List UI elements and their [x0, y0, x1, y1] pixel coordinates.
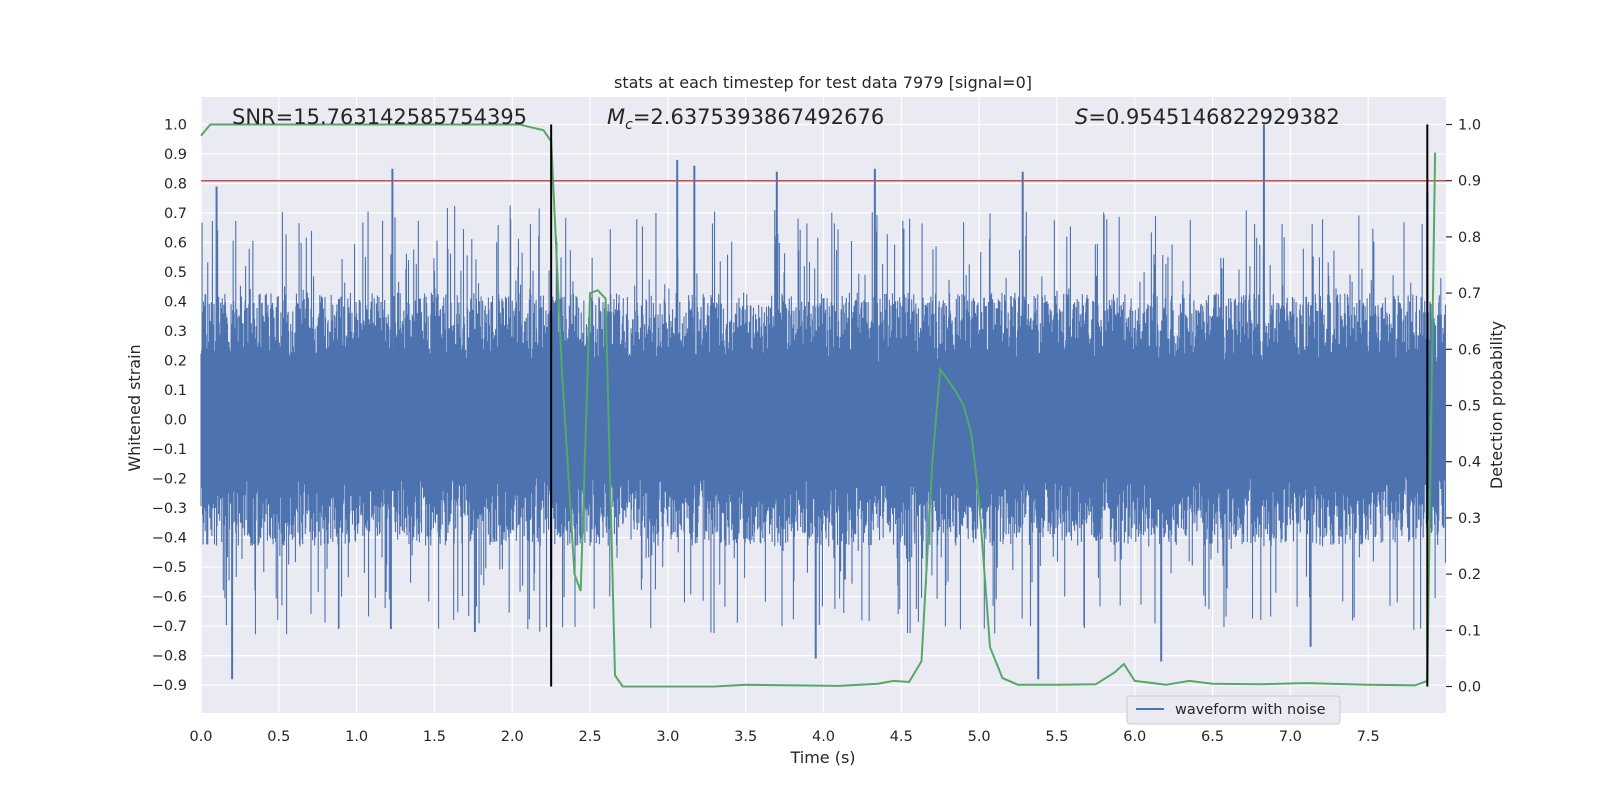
y-tick-label-right: 0.1 [1458, 623, 1481, 639]
y-tick-label-left: 0.8 [164, 177, 187, 193]
snr-annotation: SNR=15.763142585754395 [232, 105, 527, 129]
y-tick-label-right: 0.2 [1458, 567, 1481, 583]
y-tick-label-left: 0.7 [164, 206, 187, 222]
x-tick-label: 4.0 [812, 729, 835, 745]
y-tick-label-left: 0.4 [164, 295, 187, 311]
y-axis-label-left: Whitened strain [125, 344, 144, 471]
y-tick-label-left: −0.1 [152, 442, 187, 458]
y-tick-label-right: 0.9 [1458, 174, 1481, 190]
y-tick-label-left: 0.2 [164, 354, 187, 370]
y-tick-label-left: −0.8 [152, 649, 187, 665]
x-axis-label: Time (s) [789, 748, 855, 767]
probability-line [200, 123, 1437, 688]
x-tick-label: 2.5 [579, 729, 602, 745]
mc-value: =2.6375393867492676 [633, 105, 884, 129]
x-tick-label: 7.0 [1279, 729, 1302, 745]
s-annotation: S=0.9545146822929382 [1075, 105, 1340, 129]
vertical-markers [550, 124, 1429, 687]
x-tick-label: 5.5 [1045, 729, 1068, 745]
y-tick-label-left: 0.5 [164, 265, 187, 281]
y-tick-label-left: −0.6 [152, 590, 187, 606]
y-tick-label-left: 0.9 [164, 147, 187, 163]
y-tick-label-left: 0.1 [164, 383, 187, 399]
x-tick-label: 6.5 [1201, 729, 1224, 745]
x-tick-label: 0.5 [267, 729, 290, 745]
y-tick-label-right: 0.5 [1458, 399, 1481, 415]
y-tick-label-left: 1.0 [164, 118, 187, 134]
y-tick-label-left: 0.6 [164, 236, 187, 252]
y-tick-label-left: −0.5 [152, 560, 187, 576]
probability-line-group [200, 123, 1437, 688]
x-tick-label: 4.5 [890, 729, 913, 745]
x-tick-label: 3.0 [656, 729, 679, 745]
legend-label: waveform with noise [1175, 702, 1326, 718]
y-tick-label-right: 0.0 [1458, 680, 1481, 696]
noise-waveform [200, 124, 1447, 680]
y-tick-label-left: 0.3 [164, 324, 187, 340]
y-tick-label-left: −0.9 [152, 678, 187, 694]
y-tick-label-left: −0.2 [152, 472, 187, 488]
y-tick-label-left: −0.7 [152, 619, 187, 635]
x-tick-label: 6.0 [1123, 729, 1146, 745]
x-tick-label: 1.5 [423, 729, 446, 745]
y-axis-label-right: Detection probability [1487, 321, 1506, 489]
y-tick-label-right: 0.7 [1458, 286, 1481, 302]
chart-title: stats at each timestep for test data 797… [614, 73, 1032, 92]
mc-symbol: M [607, 105, 625, 129]
chirp-mass-annotation: Mc=2.6375393867492676 [607, 105, 884, 133]
s-symbol: S [1075, 105, 1088, 129]
tick-labels: 0.0 0.5 1.0 1.5 2.0 2.5 3.0 3.5 4.0 4.5 5.0 5.5 6.0 6… [152, 118, 1481, 746]
x-tick-label: 0.0 [189, 729, 212, 745]
y-tick-label-left: 0.0 [164, 413, 187, 429]
x-tick-label: 1.0 [345, 729, 368, 745]
x-tick-label: 3.5 [734, 729, 757, 745]
x-tick-label: 5.0 [968, 729, 991, 745]
y-tick-label-right: 0.6 [1458, 342, 1481, 358]
y-tick-label-right: 0.4 [1458, 455, 1481, 471]
y-tick-label-right: 0.3 [1458, 511, 1481, 527]
noise-core [201, 362, 1446, 477]
y-tick-label-right: 0.8 [1458, 230, 1481, 246]
legend: waveform with noise [1126, 695, 1341, 725]
mc-subscript: c [625, 117, 633, 133]
legend-box [1126, 695, 1341, 725]
s-value: =0.9545146822929382 [1088, 105, 1339, 129]
x-tick-label: 7.5 [1357, 729, 1380, 745]
y-tick-label-right: 1.0 [1458, 118, 1481, 134]
y-tick-label-left: −0.3 [152, 501, 187, 517]
y-tick-label-left: −0.4 [152, 531, 187, 547]
x-tick-label: 2.0 [501, 729, 524, 745]
